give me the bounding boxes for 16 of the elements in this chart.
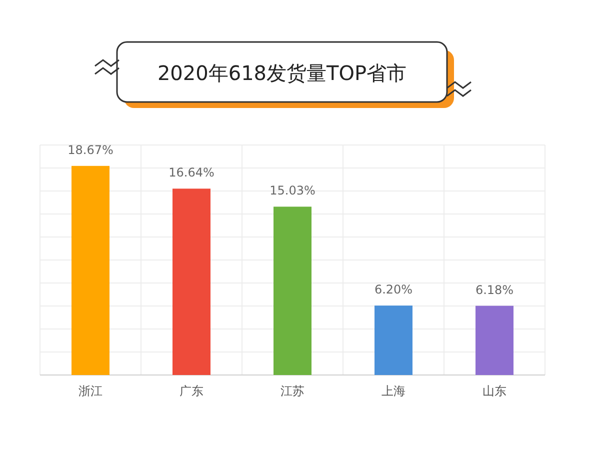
x-tick-label: 江苏	[280, 384, 304, 398]
bar	[172, 188, 210, 375]
bar	[72, 166, 110, 375]
chart-title: 2020年618发货量TOP省市	[157, 61, 407, 85]
data-label: 6.18%	[475, 282, 514, 297]
x-tick-label: 上海	[382, 384, 406, 398]
bar	[374, 306, 412, 375]
bar	[274, 206, 312, 375]
data-label: 16.64%	[168, 166, 214, 180]
data-label: 15.03%	[270, 184, 316, 198]
data-label: 6.20%	[374, 282, 413, 297]
bar	[476, 306, 514, 375]
data-label: 18.67%	[68, 142, 114, 157]
x-tick-label: 广东	[180, 384, 204, 398]
x-tick-label: 山东	[482, 384, 506, 398]
x-tick-label: 浙江	[78, 384, 102, 398]
